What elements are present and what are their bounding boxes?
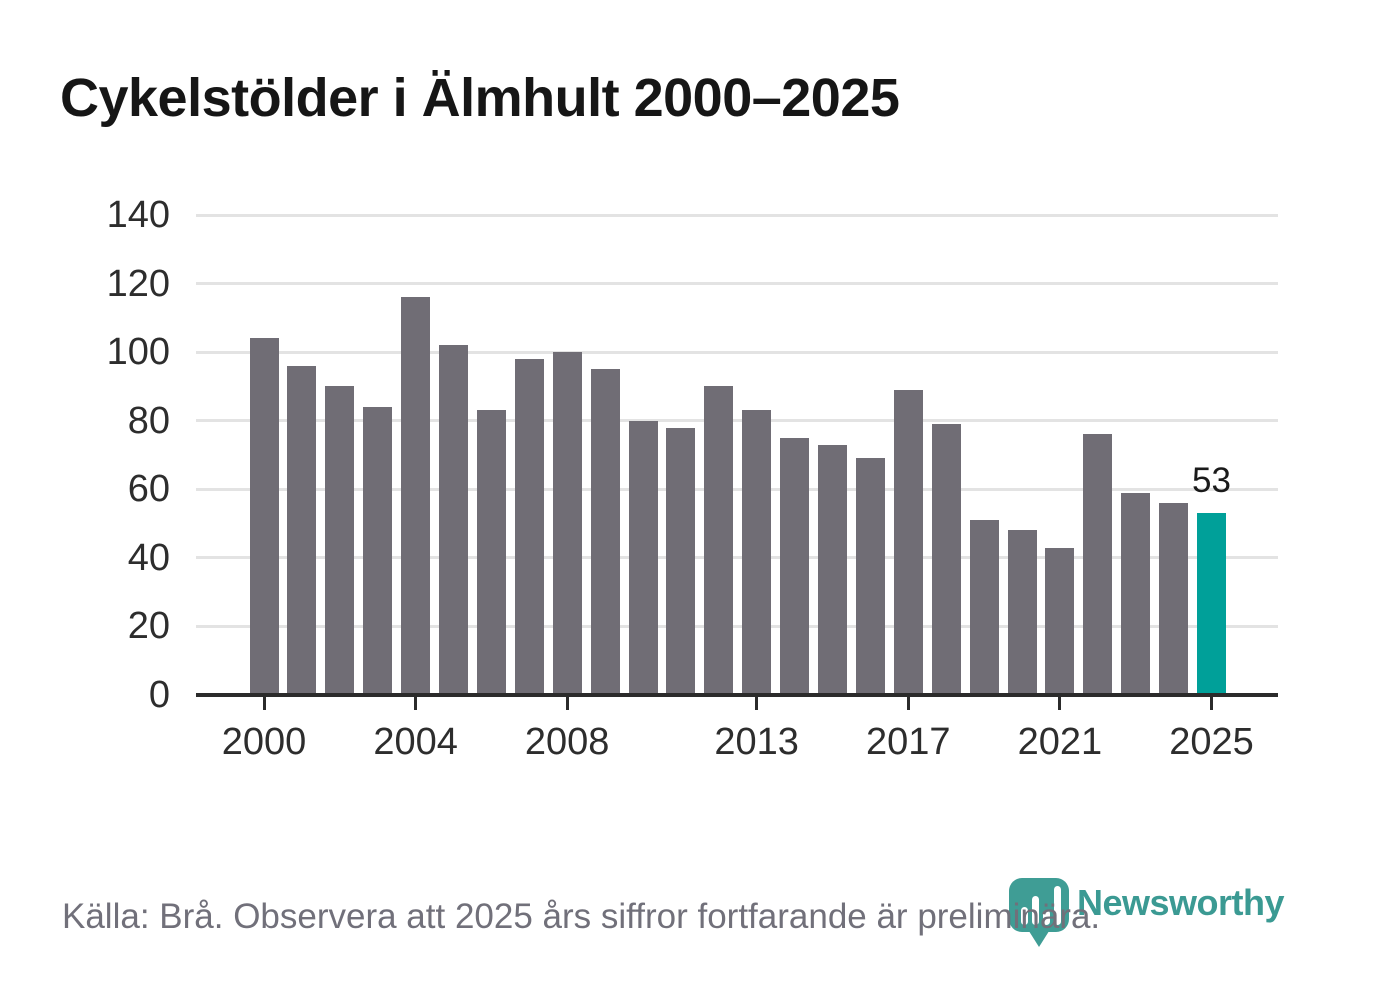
x-tick-label-2017: 2017 bbox=[866, 721, 951, 763]
bar-2018 bbox=[931, 424, 961, 695]
x-tick-label-2008: 2008 bbox=[524, 721, 610, 763]
x-tick-label-2000: 2000 bbox=[221, 721, 307, 763]
bar-2014 bbox=[780, 437, 810, 695]
bar-2006 bbox=[476, 410, 506, 695]
newsworthy-logo: Newsworthy bbox=[1006, 876, 1285, 952]
x-tick-2013 bbox=[755, 697, 759, 710]
bar-2002 bbox=[325, 386, 355, 695]
source-note: Källa: Brå. Observera att 2025 års siffr… bbox=[62, 897, 1101, 936]
x-tick-2008 bbox=[565, 697, 569, 710]
bar-2016 bbox=[855, 458, 885, 695]
chart-title: Cykelstölder i Älmhult 2000–2025 bbox=[60, 68, 900, 128]
bar-2019 bbox=[969, 520, 999, 695]
bar-2008 bbox=[552, 352, 582, 695]
x-axis-line bbox=[196, 693, 1278, 697]
bar-2007 bbox=[514, 359, 544, 695]
bar-2015 bbox=[818, 444, 847, 695]
bar-2011 bbox=[666, 427, 696, 695]
bar-2017 bbox=[893, 389, 923, 695]
y-tick-label-0: 0 bbox=[148, 674, 170, 716]
bar-2000 bbox=[249, 338, 279, 695]
x-tick-2004 bbox=[414, 697, 418, 710]
bar-2022 bbox=[1083, 434, 1113, 695]
bar-2005 bbox=[439, 345, 468, 695]
gridline-y-40 bbox=[196, 556, 1278, 560]
gridline-y-20 bbox=[196, 624, 1278, 628]
bar-2003 bbox=[363, 407, 393, 695]
y-tick-label-80: 80 bbox=[127, 399, 170, 442]
bar-2009 bbox=[590, 369, 620, 695]
x-tick-2000 bbox=[262, 697, 266, 710]
x-tick-label-2021: 2021 bbox=[1017, 721, 1103, 763]
bar-2020 bbox=[1007, 530, 1037, 695]
bar-2025 bbox=[1197, 513, 1226, 695]
y-tick-label-20: 20 bbox=[127, 605, 170, 648]
x-tick-label-2025: 2025 bbox=[1169, 721, 1254, 763]
gridline-y-60 bbox=[196, 487, 1278, 491]
x-tick-label-2013: 2013 bbox=[714, 721, 799, 763]
bar-2004 bbox=[401, 297, 431, 695]
y-tick-label-140: 140 bbox=[106, 194, 170, 236]
y-tick-label-40: 40 bbox=[127, 536, 170, 579]
bar-2024 bbox=[1159, 503, 1189, 695]
bar-2021 bbox=[1045, 547, 1075, 695]
highlight-value-label: 53 bbox=[1192, 461, 1231, 501]
bar-2013 bbox=[742, 410, 772, 695]
x-tick-2017 bbox=[906, 697, 910, 710]
bar-2010 bbox=[628, 420, 658, 695]
y-tick-label-100: 100 bbox=[106, 331, 170, 374]
y-tick-label-60: 60 bbox=[127, 468, 170, 511]
y-tick-label-120: 120 bbox=[106, 262, 170, 305]
gridline-y-100 bbox=[196, 350, 1278, 354]
bar-2001 bbox=[287, 365, 317, 695]
x-tick-label-2004: 2004 bbox=[373, 721, 458, 763]
newsworthy-wordmark: Newsworthy bbox=[1077, 882, 1285, 923]
x-tick-2025 bbox=[1210, 697, 1213, 710]
bar-2012 bbox=[704, 386, 734, 695]
x-tick-2021 bbox=[1058, 697, 1062, 710]
gridline-y-120 bbox=[196, 282, 1278, 286]
gridline-y-140 bbox=[196, 213, 1278, 217]
newsworthy-pin-barchart-icon bbox=[1009, 878, 1069, 947]
bar-2023 bbox=[1121, 492, 1151, 695]
gridline-y-80 bbox=[196, 419, 1278, 423]
